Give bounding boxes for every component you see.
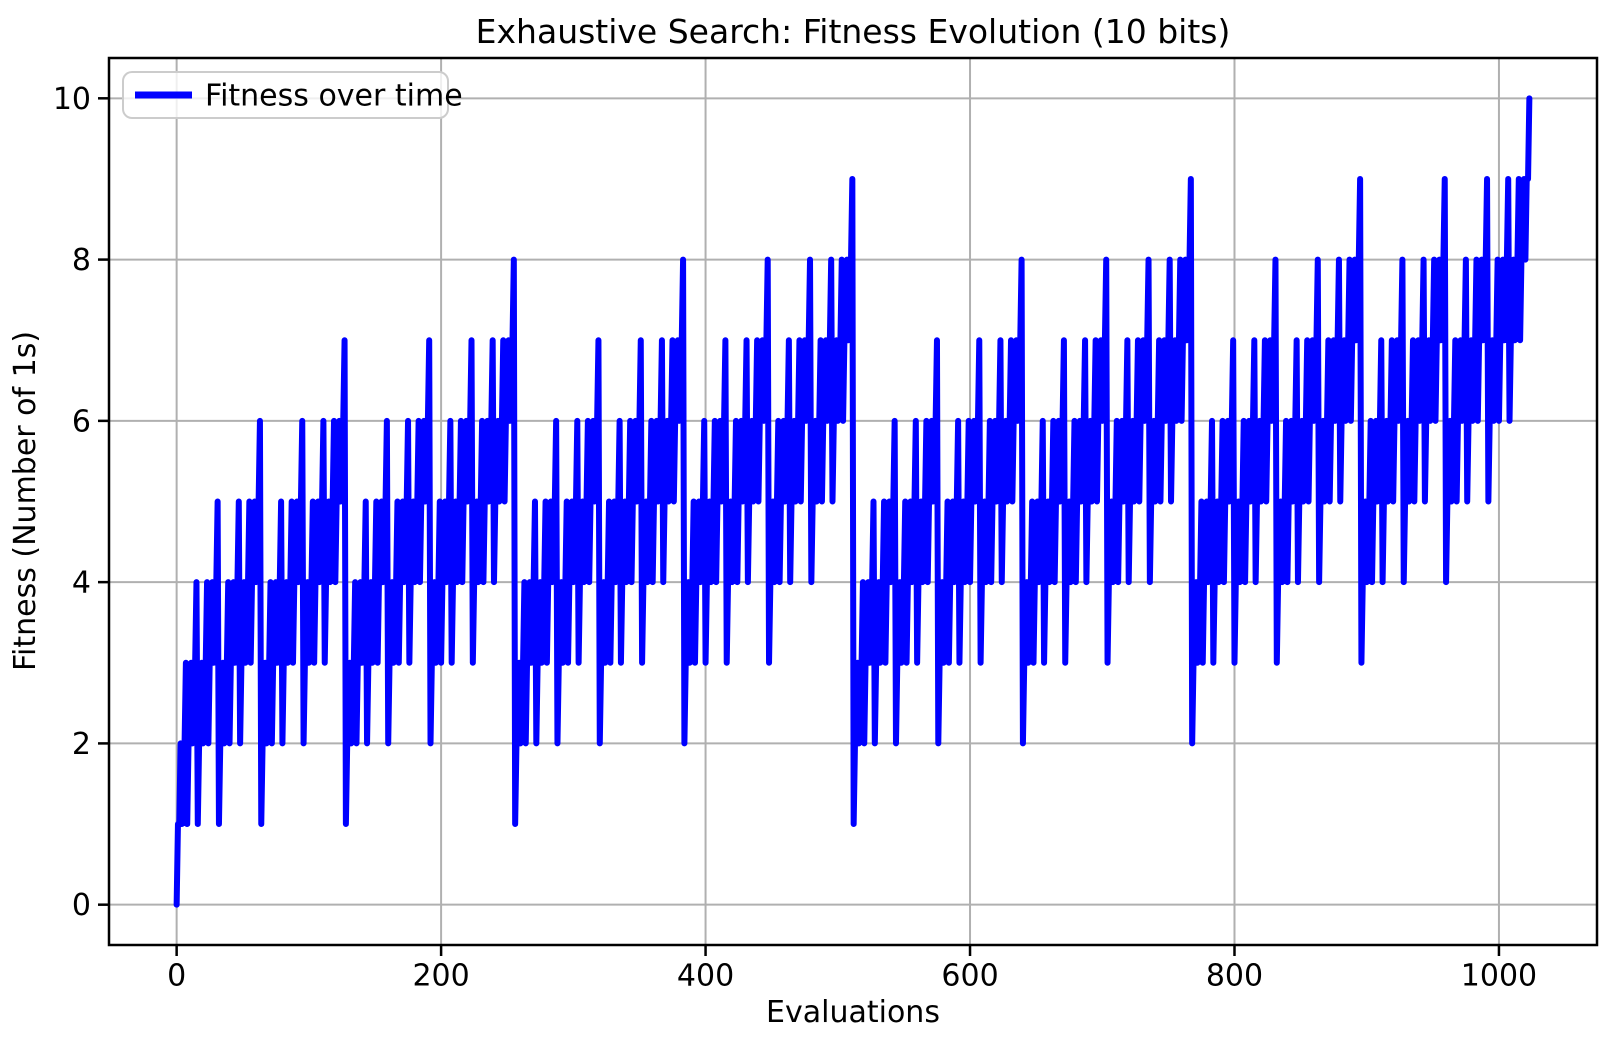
y-tick-label-0: 0 xyxy=(72,888,91,923)
legend-box xyxy=(122,71,449,119)
axes-spines xyxy=(107,56,1599,947)
x-tick-label-600: 600 xyxy=(941,959,998,994)
chart-title: Exhaustive Search: Fitness Evolution (10… xyxy=(476,12,1231,51)
x-tick-label-0: 0 xyxy=(167,959,186,994)
x-tick-label-1000: 1000 xyxy=(1461,959,1537,994)
y-tick-label-2: 2 xyxy=(72,727,91,762)
legend: Fitness over time xyxy=(122,71,463,119)
y-axis-label: Fitness (Number of 1s) xyxy=(8,331,43,671)
x-tick-label-400: 400 xyxy=(677,959,734,994)
x-tick-label-800: 800 xyxy=(1206,959,1263,994)
x-axis-label: Evaluations xyxy=(766,995,940,1030)
series-layer xyxy=(173,95,1533,908)
y-tick-label-4: 4 xyxy=(72,566,91,601)
y-tick-label-8: 8 xyxy=(72,243,91,278)
y-tick-label-10: 10 xyxy=(53,82,91,117)
fitness-series-line xyxy=(173,95,1533,908)
legend-entry-label: Fitness over time xyxy=(205,79,463,114)
x-tick-label-200: 200 xyxy=(412,959,469,994)
y-tick-label-6: 6 xyxy=(72,404,91,439)
tick-marks xyxy=(98,97,1501,956)
tick-labels: 0 200 400 600 800 1000 0 2 4 6 8 10 xyxy=(53,82,1537,994)
